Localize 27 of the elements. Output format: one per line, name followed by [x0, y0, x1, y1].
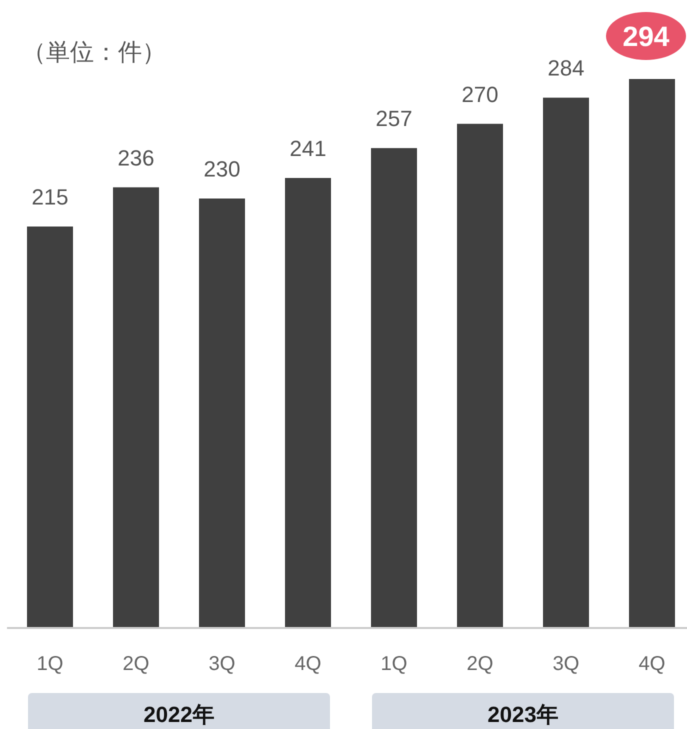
- text: 2023年: [488, 702, 558, 727]
- text: 2022年: [144, 702, 214, 727]
- bar: [285, 178, 331, 628]
- data-label: 241: [290, 136, 326, 161]
- bar: [27, 226, 73, 628]
- bar: [113, 187, 159, 628]
- x-tick-label: 1Q: [380, 653, 408, 675]
- x-tick-label: 4Q: [638, 653, 666, 675]
- bar: [457, 124, 503, 628]
- x-tick-label: 3Q: [552, 653, 580, 675]
- data-label: 257: [376, 106, 412, 132]
- x-tick-label: 2Q: [466, 653, 494, 675]
- data-label: 270: [462, 82, 498, 107]
- text: （単位：件）: [22, 39, 166, 66]
- data-label: 230: [204, 156, 240, 182]
- x-tick-label: 3Q: [208, 653, 236, 675]
- bar: [629, 79, 675, 628]
- data-label: 284: [548, 56, 584, 81]
- x-tick-label: 2Q: [122, 653, 150, 675]
- bar: [199, 198, 245, 628]
- bar: [371, 148, 417, 628]
- x-tick-label: 1Q: [36, 653, 64, 675]
- data-label: 294: [622, 21, 670, 52]
- data-label: 215: [32, 184, 68, 210]
- x-tick-label: 4Q: [294, 653, 322, 675]
- bar: [543, 98, 589, 628]
- data-label: 236: [118, 145, 154, 170]
